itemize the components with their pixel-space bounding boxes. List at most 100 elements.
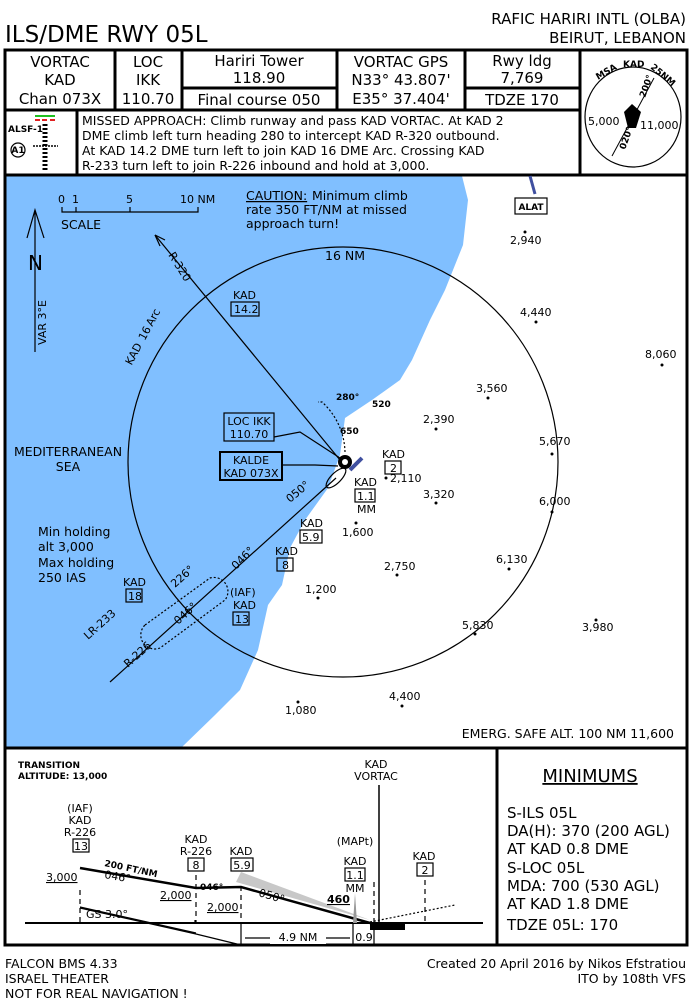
approach-lighting-icon: ALSF-1 A1 — [8, 115, 58, 172]
profile-fix-5-9: KAD 5.9 — [229, 845, 254, 872]
svg-text:4.9 NM: 4.9 NM — [279, 931, 318, 944]
kalde-vortac-box: KALDE KAD 073X — [219, 451, 283, 481]
svg-text:approach turn!: approach turn! — [246, 216, 339, 231]
svg-text:200°: 200° — [638, 74, 655, 99]
svg-text:KAD: KAD — [229, 845, 252, 858]
svg-text:8: 8 — [282, 559, 289, 572]
fix-8: KAD 8 — [275, 545, 298, 572]
svg-text:rate 350 FT/NM at missed: rate 350 FT/NM at missed — [246, 202, 407, 217]
svg-text:KAD: KAD — [354, 476, 377, 489]
arc-label: 16 NM — [325, 248, 365, 263]
svg-text:1: 1 — [72, 193, 79, 206]
svg-text:6,130: 6,130 — [496, 553, 528, 566]
svg-text:2,000: 2,000 — [160, 889, 192, 902]
svg-text:16: 16 — [136, 324, 154, 342]
tower-frequency: Hariri Tower 118.90 — [214, 52, 304, 87]
tdze: TDZE 170 — [484, 91, 559, 109]
svg-text:6,000: 6,000 — [539, 495, 571, 508]
svg-text:KAD: KAD — [343, 855, 366, 868]
svg-text:650: 650 — [340, 427, 359, 437]
final-course: Final course 050 — [198, 91, 321, 109]
svg-text:(IAF): (IAF) — [230, 586, 256, 599]
minimums-panel: MINIMUMS S-ILS 05L DA(H): 370 (200 AGL) … — [506, 766, 670, 934]
fix-5-9: KAD 5.9 — [299, 517, 323, 544]
svg-text:3,320: 3,320 — [423, 488, 455, 501]
svg-text:4,440: 4,440 — [520, 306, 552, 319]
vortac-symbol-icon — [338, 455, 352, 469]
svg-text:13: 13 — [74, 840, 88, 853]
svg-text:10 NM: 10 NM — [180, 193, 215, 206]
svg-text:R-226: R-226 — [180, 845, 212, 858]
svg-text:1.1: 1.1 — [357, 490, 375, 503]
svg-text:MM: MM — [357, 503, 376, 516]
svg-text:KAD: KAD — [275, 545, 298, 558]
holding-note: Min holding alt 3,000 Max holding 250 IA… — [38, 524, 114, 585]
radial-320-line — [154, 234, 341, 461]
iaf-fix-13: (IAF) KAD 13 — [230, 586, 256, 626]
runway-length: Rwy ldg 7,769 — [492, 52, 552, 87]
missed-climb-path — [369, 904, 456, 923]
svg-text:3,980: 3,980 — [582, 621, 614, 634]
svg-text:110.70: 110.70 — [230, 428, 269, 441]
svg-text:R-233 turn left to join R-226: R-233 turn left to join R-226 inbound an… — [82, 158, 429, 173]
svg-text:KAD: KAD — [623, 60, 644, 70]
svg-text:KAD: KAD — [184, 833, 207, 846]
svg-text:14.2: 14.2 — [234, 303, 259, 316]
svg-text:118.90: 118.90 — [233, 69, 286, 87]
svg-text:MSA: MSA — [595, 63, 619, 83]
svg-text:ALAT: ALAT — [518, 203, 544, 213]
svg-text:1.1: 1.1 — [346, 869, 364, 882]
svg-text:ISRAEL THEATER: ISRAEL THEATER — [5, 971, 109, 986]
svg-text:VAR 3°E: VAR 3°E — [36, 300, 49, 345]
svg-text:KAD: KAD — [44, 71, 75, 89]
svg-text:FALCON BMS 4.33: FALCON BMS 4.33 — [5, 956, 118, 971]
svg-text:DME climb left turn heading 28: DME climb left turn heading 280 to inter… — [82, 128, 500, 143]
svg-text:MISSED APPROACH: Climb runway: MISSED APPROACH: Climb runway and pass K… — [82, 113, 504, 128]
svg-text:LOC: LOC — [133, 53, 163, 71]
svg-text:IKK: IKK — [136, 71, 161, 89]
svg-text:046°: 046° — [200, 883, 223, 893]
svg-text:4,400: 4,400 — [389, 690, 421, 703]
svg-text:5,670: 5,670 — [539, 435, 571, 448]
svg-text:046°: 046° — [103, 868, 131, 885]
loc-info: LOC IKK 110.70 — [122, 53, 175, 108]
svg-text:VORTAC: VORTAC — [30, 53, 90, 71]
emergency-safe-altitude: EMERG. SAFE ALT. 100 NM 11,600 — [462, 726, 674, 741]
scale-bar: 0 1 5 10 NM SCALE — [58, 193, 215, 232]
svg-text:2: 2 — [390, 462, 397, 475]
svg-text:7,769: 7,769 — [501, 69, 544, 87]
svg-text:5.9: 5.9 — [233, 859, 251, 872]
runway-icon — [348, 456, 364, 472]
svg-text:KAD: KAD — [300, 517, 323, 530]
svg-text:3,560: 3,560 — [476, 382, 508, 395]
svg-text:11,000: 11,000 — [640, 119, 679, 132]
svg-text:MM: MM — [346, 882, 365, 895]
svg-text:2,940: 2,940 — [510, 234, 542, 247]
profile-fix-2: KAD 2 — [412, 850, 435, 877]
svg-text:2,390: 2,390 — [423, 413, 455, 426]
svg-text:CAUTION:: CAUTION: — [246, 188, 307, 203]
svg-text:R-226: R-226 — [64, 826, 96, 839]
svg-text:AT KAD 1.8 DME: AT KAD 1.8 DME — [507, 895, 629, 913]
svg-text:8: 8 — [193, 859, 200, 872]
svg-text:ALSF-1: ALSF-1 — [8, 125, 43, 135]
svg-text:2,000: 2,000 — [207, 901, 239, 914]
svg-text:MINIMUMS: MINIMUMS — [542, 766, 637, 787]
svg-text:1,080: 1,080 — [285, 704, 317, 717]
airport-location: BEIRUT, LEBANON — [549, 29, 686, 47]
svg-text:250 IAS: 250 IAS — [38, 570, 86, 585]
footer: FALCON BMS 4.33 ISRAEL THEATER NOT FOR R… — [5, 956, 686, 1001]
svg-text:KAD: KAD — [123, 576, 146, 589]
svg-text:1,600: 1,600 — [342, 526, 374, 539]
svg-text:280°: 280° — [336, 393, 359, 403]
vortac-gps: VORTAC GPS N33° 43.807' E35° 37.404' — [351, 53, 450, 108]
msa-circle: MSA KAD 25NM 200° 020° 5,000 11,000 — [584, 60, 682, 168]
plan-view: 0 1 5 10 NM SCALE N VAR 3°E CAUTION: Min… — [3, 173, 689, 750]
svg-text:460: 460 — [327, 893, 350, 906]
svg-text:3,000: 3,000 — [46, 871, 78, 884]
svg-text:520: 520 — [372, 400, 391, 410]
svg-text:S-ILS 05L: S-ILS 05L — [507, 804, 577, 822]
svg-text:2,110: 2,110 — [390, 472, 422, 485]
svg-text:A1: A1 — [11, 146, 24, 156]
svg-text:(MAPt): (MAPt) — [337, 835, 374, 848]
